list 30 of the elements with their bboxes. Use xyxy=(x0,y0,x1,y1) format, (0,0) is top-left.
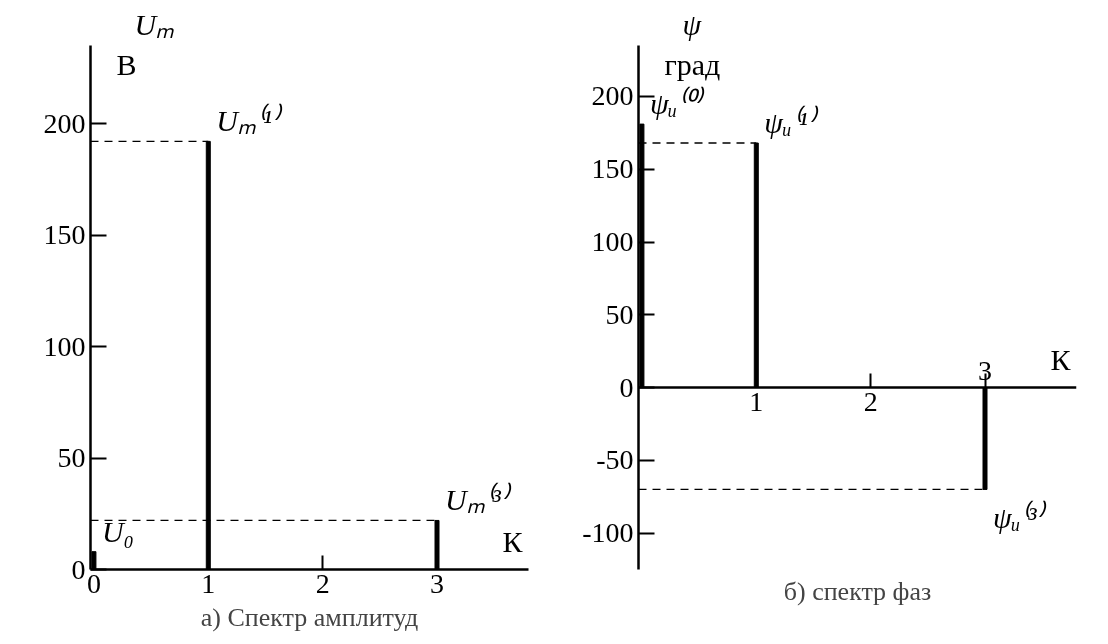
y-tick-label: 150 xyxy=(591,153,634,185)
annotation: Uₘ⁽¹⁾ xyxy=(216,103,283,138)
y-tick-label: 150 xyxy=(43,219,86,251)
annotation: ψᵤ⁽³⁾ xyxy=(993,500,1048,535)
y-axis-title: ψ xyxy=(682,7,703,41)
annotation: град xyxy=(664,47,721,81)
x-tick-label: 2 xyxy=(315,567,330,599)
x-axis-title: К xyxy=(1050,342,1072,376)
text: а) Спектр амплитуд xyxy=(200,602,419,632)
annotation: В xyxy=(116,47,137,81)
y-tick-label: 50 xyxy=(57,442,86,474)
x-tick-label: 3 xyxy=(430,567,445,599)
y-tick-label: 50 xyxy=(605,298,634,330)
x-tick-label: 2 xyxy=(863,385,878,417)
y-tick-label: 200 xyxy=(591,80,634,112)
x-axis-title: К xyxy=(502,524,524,558)
annotation: U₀ xyxy=(101,514,135,548)
y-tick-label: 100 xyxy=(591,226,634,257)
y-axis-title: Uₘ xyxy=(134,7,175,41)
x-tick-label: 1 xyxy=(201,567,216,599)
text: б) спектр фаз xyxy=(783,576,932,606)
annotation: Uₘ⁽³⁾ xyxy=(445,482,512,517)
y-tick-label: 200 xyxy=(43,107,86,139)
y-tick-label: 100 xyxy=(43,330,86,362)
annotation: ψᵤ⁽⁰⁾ xyxy=(649,86,706,121)
annotation: 3 xyxy=(978,354,993,386)
y-tick-label: -50 xyxy=(596,444,634,476)
x-tick-label: 1 xyxy=(749,385,764,417)
y-tick-label: -100 xyxy=(582,517,634,549)
annotation: ψᵤ⁽¹⁾ xyxy=(764,105,819,140)
